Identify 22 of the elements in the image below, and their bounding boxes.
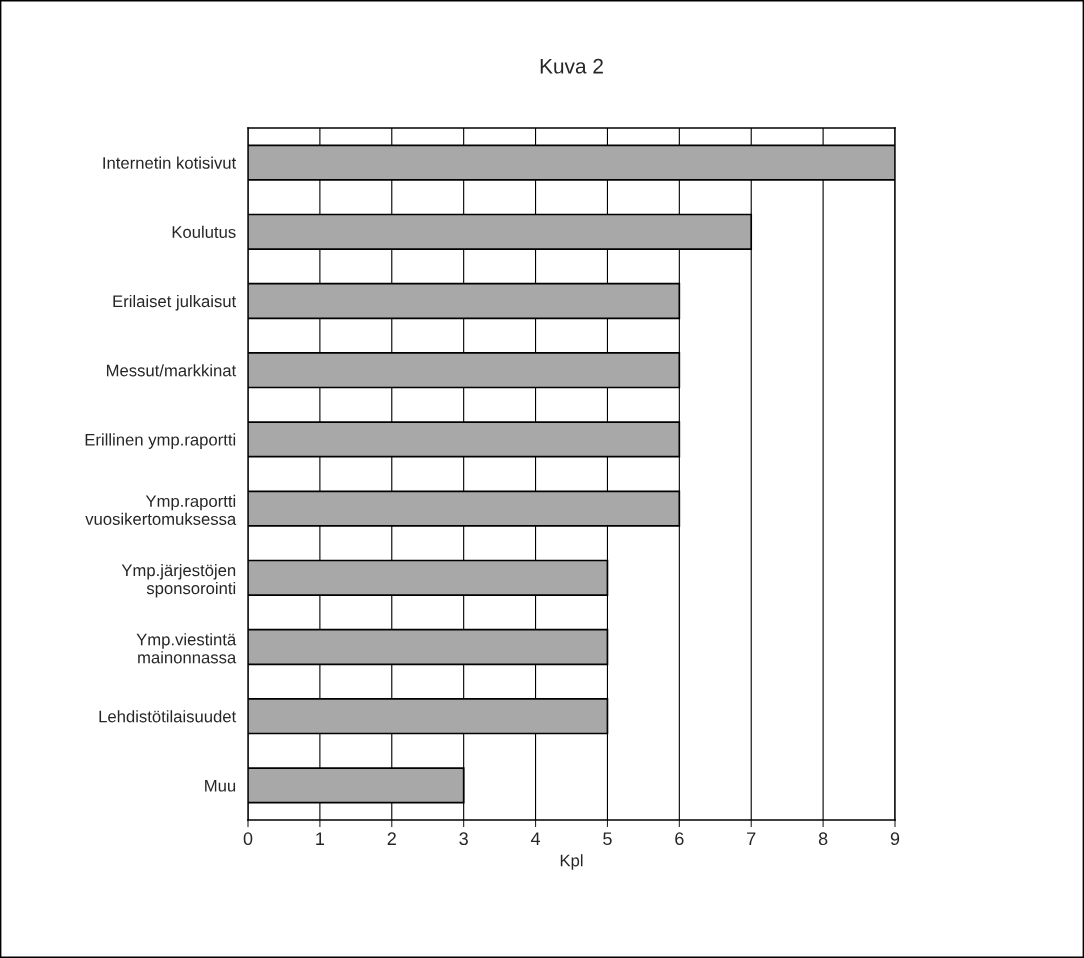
y-tick-label: Muu xyxy=(205,779,236,792)
chart-title: Kuva 2 xyxy=(540,58,603,74)
x-axis-title: Kpl xyxy=(560,854,583,870)
x-tick-label: 6 xyxy=(675,832,684,846)
x-tick-label: 3 xyxy=(459,832,468,846)
x-tick-label: 9 xyxy=(890,832,900,846)
y-tick-label: Ymp.järjestöjen sponsorointi xyxy=(121,563,236,598)
x-tick-label: 1 xyxy=(316,832,325,845)
y-tick-label: Erillinen ymp.raportti xyxy=(85,433,236,449)
y-tick-label: Messut/markkinat xyxy=(106,364,237,377)
x-tick-label: 7 xyxy=(747,832,756,845)
y-tick-label: Erilaiset julkaisut xyxy=(113,294,237,311)
x-tick-label: 4 xyxy=(530,832,541,845)
y-tick-label: Ymp.viestintä mainonnassa xyxy=(136,633,237,664)
y-tick-label: Ymp.raportti vuosikertomuksessa xyxy=(85,494,237,525)
y-tick-label: Lehdistötilaisuudet xyxy=(99,710,237,723)
x-tick-label: 2 xyxy=(387,832,396,845)
x-tick-label: 0 xyxy=(243,832,253,846)
x-tick-label: 8 xyxy=(818,832,828,846)
x-tick-label: 5 xyxy=(603,832,612,846)
y-tick-label: Koulutus xyxy=(172,225,236,238)
y-tick-label: Internetin kotisivut xyxy=(103,156,237,169)
